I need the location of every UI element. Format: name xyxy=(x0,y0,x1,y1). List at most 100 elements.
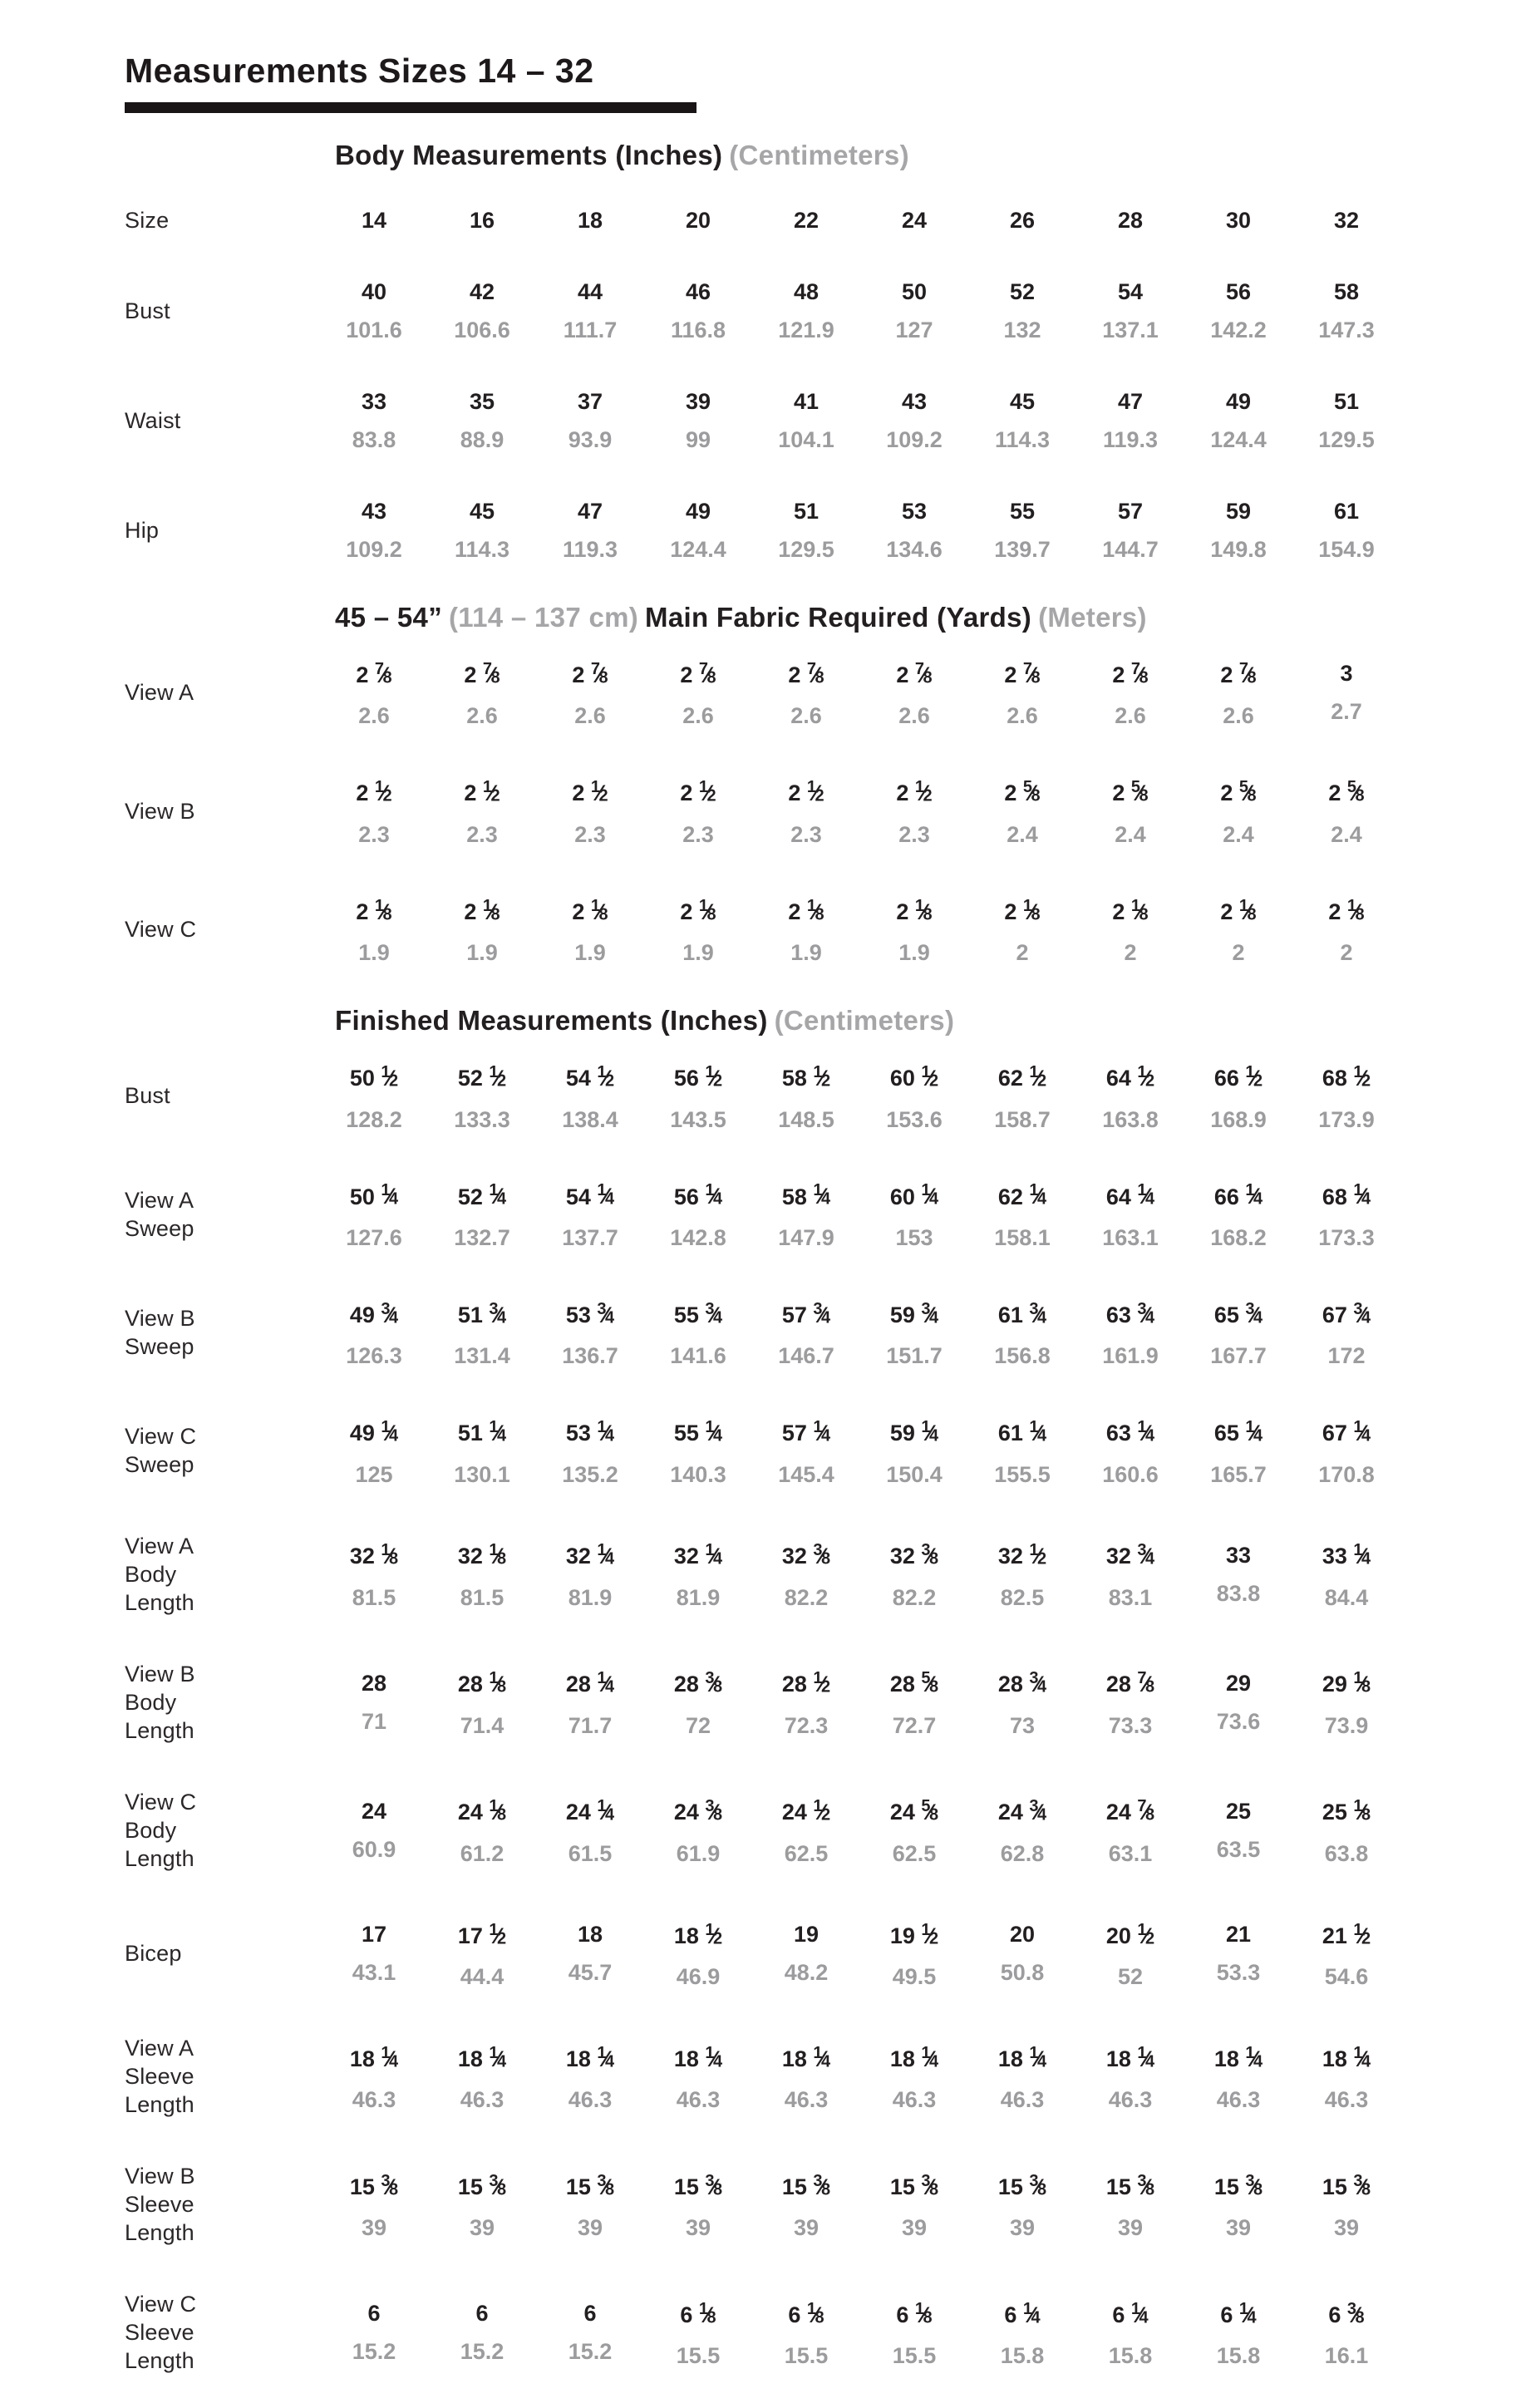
value-cell: 19 48.2 xyxy=(752,1920,860,1987)
value-cell: 24 7⁄8 63.1 xyxy=(1076,1792,1184,1867)
inches-value: 25 xyxy=(1225,1798,1252,1824)
size-column-header: 26 xyxy=(968,206,1076,234)
centimeters-value: 73.6 xyxy=(1216,1708,1261,1734)
value-cell: 32 1⁄4 81.9 xyxy=(536,1536,644,1611)
inches-value: 47 xyxy=(1117,389,1144,414)
inches-value: 18 1⁄4 xyxy=(1322,2043,1371,2071)
body-measurements-section: Body Measurements (Inches) (Centimeters) … xyxy=(125,140,1458,564)
inches-value: 17 1⁄2 xyxy=(457,1920,507,1948)
value-cell: 51 129.5 xyxy=(1292,387,1400,454)
value-cell: 45 114.3 xyxy=(428,497,536,564)
value-cell: 57 1⁄4 145.4 xyxy=(752,1413,860,1488)
centimeters-value: 114.3 xyxy=(454,537,510,562)
value-cell: 43 109.2 xyxy=(320,497,428,564)
value-cell: 2 7⁄8 2.6 xyxy=(644,655,752,730)
value-cell: 68 1⁄4 173.3 xyxy=(1292,1177,1400,1252)
centimeters-value: 62.5 xyxy=(892,1840,937,1866)
finished-header-centimeters-label: (Centimeters) xyxy=(774,1005,955,1037)
centimeters-value: 61.2 xyxy=(460,1840,505,1866)
value-cell: 66 1⁄4 168.2 xyxy=(1184,1177,1292,1252)
centimeters-value: 2.6 xyxy=(1223,703,1254,729)
centimeters-value: 153 xyxy=(895,1224,933,1250)
centimeters-value: 2.3 xyxy=(898,821,930,847)
table-row: Hip 43 109.2 45 114.3 47 119.3 49 124.4 51 129.5 53… xyxy=(125,497,1458,564)
finished-rows-container: Bust 50 1⁄2 128.2 52 1⁄2 133.3 54 1⁄2 138.4 56 … xyxy=(125,1058,1458,2375)
centimeters-value: 161.9 xyxy=(1102,1343,1159,1369)
value-cell: 28 1⁄8 71.4 xyxy=(428,1664,536,1739)
inches-value: 2 7⁄8 xyxy=(1220,660,1257,687)
centimeters-value: 163.8 xyxy=(1102,1106,1159,1132)
value-cell: 64 1⁄2 163.8 xyxy=(1076,1058,1184,1133)
centimeters-value: 2 xyxy=(1340,940,1353,966)
value-cell: 18 45.7 xyxy=(536,1920,644,1987)
centimeters-value: 142.2 xyxy=(1210,318,1267,342)
inches-value: 57 xyxy=(1117,499,1144,524)
value-cell: 2 1⁄8 2 xyxy=(1184,892,1292,967)
inches-value: 41 xyxy=(793,389,820,414)
page-title: Measurements Sizes 14 – 32 xyxy=(125,52,594,90)
inches-value: 2 5⁄8 xyxy=(1004,778,1041,806)
value-cell: 49 124.4 xyxy=(1184,387,1292,454)
inches-value: 66 1⁄2 xyxy=(1213,1063,1263,1091)
value-cell: 24 60.9 xyxy=(320,1797,428,1864)
value-cell: 2 1⁄8 1.9 xyxy=(860,892,968,967)
centimeters-value: 81.9 xyxy=(568,1584,613,1610)
size-column-header: 16 xyxy=(428,206,536,234)
fabric-required-meters-label: (Meters) xyxy=(1038,602,1147,633)
value-cell: 6 3⁄8 16.1 xyxy=(1292,2295,1400,2370)
centimeters-value: 39 xyxy=(1009,2215,1036,2241)
fabric-required-section: 45 – 54” (114 – 137 cm) Main Fabric Requir… xyxy=(125,602,1458,967)
value-cell: 18 1⁄4 46.3 xyxy=(1292,2039,1400,2114)
inches-value: 2 1⁄2 xyxy=(356,778,392,806)
value-cell: 33 83.8 xyxy=(1184,1541,1292,1608)
centimeters-value: 134.6 xyxy=(886,537,943,562)
inches-value: 67 3⁄4 xyxy=(1322,1299,1371,1327)
inches-value: 15 3⁄8 xyxy=(1105,2171,1155,2199)
centimeters-value: 48.2 xyxy=(784,1959,829,1985)
centimeters-value: 1.9 xyxy=(898,940,930,966)
value-cell: 28 3⁄4 73 xyxy=(968,1664,1076,1739)
value-cell: 21 1⁄2 54.6 xyxy=(1292,1916,1400,1991)
section-header-body-measurements: Body Measurements (Inches) (Centimeters) xyxy=(335,140,1458,171)
centimeters-value: 119.3 xyxy=(562,537,618,562)
value-cell: 65 1⁄4 165.7 xyxy=(1184,1413,1292,1488)
centimeters-value: 109.2 xyxy=(346,537,402,562)
value-cell: 40 101.6 xyxy=(320,278,428,344)
value-cell: 15 3⁄8 39 xyxy=(536,2167,644,2242)
section-header-fabric-required: 45 – 54” (114 – 137 cm) Main Fabric Requir… xyxy=(335,602,1458,633)
inches-value: 56 xyxy=(1225,279,1252,304)
value-cell: 49 124.4 xyxy=(644,497,752,564)
value-cell: 49 1⁄4 125 xyxy=(320,1413,428,1488)
value-cell: 2 7⁄8 2.6 xyxy=(1184,655,1292,730)
value-cell: 33 83.8 xyxy=(320,387,428,454)
value-cell: 54 1⁄4 137.7 xyxy=(536,1177,644,1252)
centimeters-value: 2.7 xyxy=(1331,699,1362,725)
value-cell: 2 1⁄8 1.9 xyxy=(752,892,860,967)
inches-value: 2 1⁄8 xyxy=(788,896,824,924)
centimeters-value: 2.4 xyxy=(1331,821,1362,847)
value-cell: 18 1⁄4 46.3 xyxy=(536,2039,644,2114)
inches-value: 57 1⁄4 xyxy=(781,1418,831,1446)
centimeters-value: 15.8 xyxy=(1216,2343,1261,2369)
inches-value: 15 3⁄8 xyxy=(781,2171,831,2199)
centimeters-value: 60.9 xyxy=(352,1836,396,1862)
inches-value: 2 1⁄2 xyxy=(788,778,824,806)
value-cell: 2 7⁄8 2.6 xyxy=(860,655,968,730)
table-row: Bust 40 101.6 42 106.6 44 111.7 46 116.8 48 121.9 5… xyxy=(125,278,1458,344)
value-cell: 2 1⁄8 1.9 xyxy=(644,892,752,967)
inches-value: 18 1⁄4 xyxy=(1213,2043,1263,2071)
inches-value: 18 1⁄4 xyxy=(565,2043,615,2071)
value-cell: 2 5⁄8 2.4 xyxy=(968,773,1076,848)
inches-value: 61 xyxy=(1333,499,1360,524)
centimeters-value: 2 xyxy=(1016,940,1029,966)
value-cell: 15 3⁄8 39 xyxy=(428,2167,536,2242)
centimeters-value: 82.2 xyxy=(892,1584,937,1610)
inches-value: 2 1⁄8 xyxy=(1220,896,1257,924)
inches-value: 32 1⁄8 xyxy=(457,1541,507,1569)
value-cell: 50 1⁄2 128.2 xyxy=(320,1058,428,1133)
inches-value: 24 xyxy=(361,1798,387,1824)
centimeters-value: 132 xyxy=(1003,318,1041,342)
table-row: View C Sweep 49 1⁄4 125 51 1⁄4 130.1 53 1⁄4 13… xyxy=(125,1413,1458,1488)
